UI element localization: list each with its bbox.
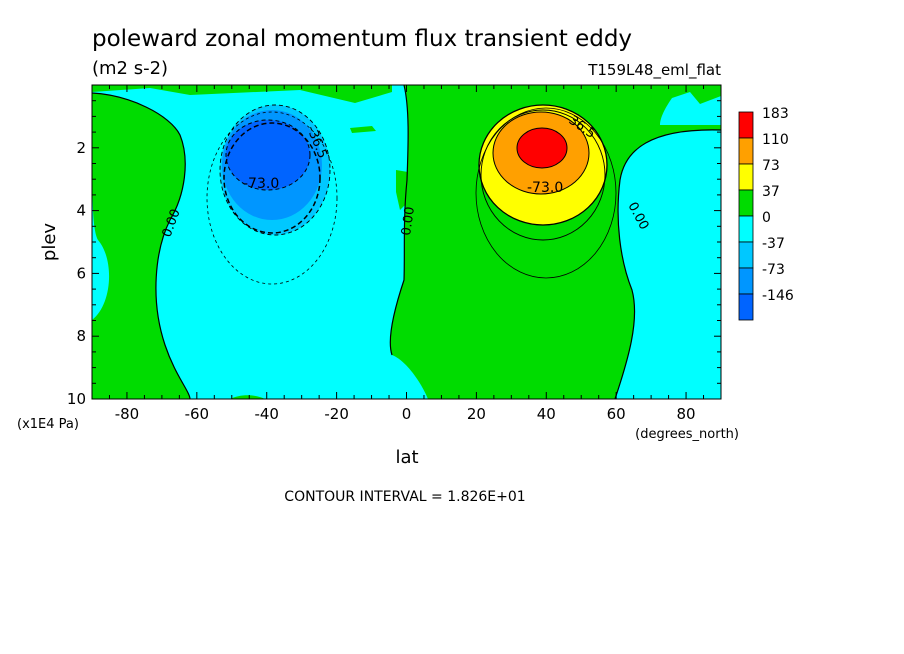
y-axis-title: plev — [39, 223, 60, 262]
y-tick-label: 4 — [76, 202, 86, 220]
contour-neg-36 — [219, 104, 331, 236]
colorbar-label: 37 — [762, 184, 780, 200]
fill-green-bottom-south — [230, 395, 265, 399]
contour-label: -73.0 — [527, 180, 563, 196]
y-axis-units: (x1E4 Pa) — [17, 417, 79, 432]
contour-neg-inner — [225, 119, 311, 191]
contour-plot-area — [92, 85, 721, 399]
x-axis-units: (degrees_north) — [635, 427, 739, 442]
y-axis-ticks: 2 4 6 8 10 — [67, 139, 86, 408]
fill-green-south-pole — [92, 93, 190, 399]
contour-label: -73.0 — [243, 176, 279, 192]
contour-pos-36 — [480, 109, 606, 241]
contour-pos-outer — [475, 107, 617, 279]
colorbar-swatch — [738, 267, 754, 295]
colorbar-label: 0 — [762, 210, 771, 226]
x-tick-label: -20 — [324, 405, 349, 423]
colorbar-label: 183 — [762, 106, 789, 122]
y-tick-label: 8 — [76, 327, 86, 345]
units-label: (m2 s-2) — [92, 58, 168, 79]
fill-green-patch — [350, 126, 376, 133]
x-tick-label: -60 — [185, 405, 210, 423]
fill-neg-146-core — [226, 120, 310, 190]
y-tick-label: 10 — [67, 390, 86, 408]
contour-zero-equator — [389, 85, 409, 356]
colorbar-label: -37 — [762, 236, 785, 252]
y-tick-label: 6 — [76, 264, 86, 282]
x-tick-label: 60 — [607, 405, 626, 423]
contour-neg-outer — [206, 111, 338, 285]
contour-labels: 0.00 0.00 0.00 -36.5 -73.0 36.5 -73.0 — [160, 113, 652, 239]
x-tick-label: 40 — [537, 405, 556, 423]
contour-pos-146 — [516, 127, 568, 169]
colorbar: 183 110 73 37 0 -37 -73 -146 — [738, 106, 794, 321]
colorbar-swatch — [738, 215, 754, 243]
contour-zero-south — [92, 92, 191, 399]
colorbar-label: -146 — [762, 288, 794, 304]
colorbar-label: -73 — [762, 262, 785, 278]
colorbar-swatch — [738, 241, 754, 269]
x-tick-label: -40 — [254, 405, 279, 423]
dataset-label: T159L48_eml_flat — [587, 61, 721, 80]
contour-pos-110 — [492, 111, 590, 195]
fill-pos-110-core — [517, 128, 567, 168]
y-tick-label: 2 — [76, 139, 86, 157]
contour-pos-73 — [478, 104, 608, 226]
colorbar-swatch — [738, 293, 754, 321]
fill-green-northern — [390, 85, 721, 399]
colorbar-swatch — [738, 137, 754, 165]
contour-label: 0.00 — [399, 206, 418, 237]
contour-interval-note: CONTOUR INTERVAL = 1.826E+01 — [284, 489, 525, 505]
contour-lines — [92, 85, 721, 399]
colorbar-swatch — [738, 111, 754, 139]
x-tick-label: 20 — [467, 405, 486, 423]
minor-ticks — [91, 84, 722, 400]
colorbar-swatch — [738, 189, 754, 217]
chart-title: poleward zonal momentum flux transient e… — [92, 26, 632, 52]
colorbar-label: 110 — [762, 132, 789, 148]
colorbar-label: 73 — [762, 158, 780, 174]
x-tick-label: -80 — [115, 405, 140, 423]
contour-neg-73 — [223, 122, 321, 234]
x-axis-ticks: -80 -60 -40 -20 0 20 40 60 80 — [115, 405, 696, 423]
x-axis-title: lat — [395, 447, 418, 468]
fill-green-bottom-north — [545, 395, 585, 399]
x-tick-label: 80 — [677, 405, 696, 423]
fill-green-top-south — [92, 85, 392, 103]
contour-zero-north — [614, 129, 721, 399]
x-tick-label: 0 — [402, 405, 412, 423]
colorbar-swatch — [738, 163, 754, 191]
